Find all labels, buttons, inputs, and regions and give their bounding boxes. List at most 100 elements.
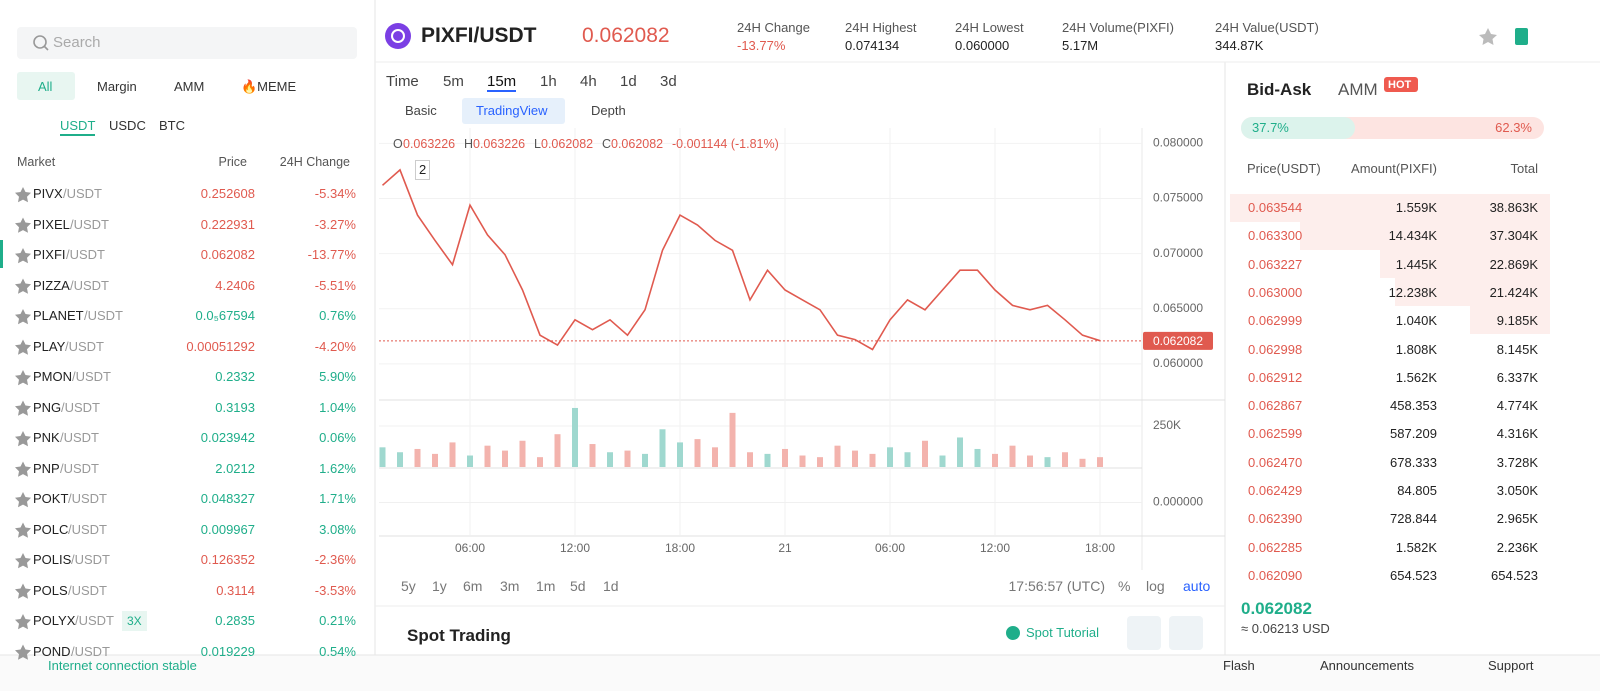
- favorite-star[interactable]: [15, 248, 31, 264]
- favorite-star[interactable]: [15, 431, 31, 447]
- market-base[interactable]: PNP: [33, 460, 60, 476]
- range-button[interactable]: 1y: [432, 578, 447, 594]
- market-base[interactable]: POLS: [33, 582, 68, 598]
- market-tab[interactable]: Margin: [97, 79, 137, 94]
- market-quote: /USDT: [63, 186, 102, 201]
- footer-link[interactable]: Support: [1488, 658, 1534, 673]
- ask-price[interactable]: 0.062285: [1248, 539, 1303, 555]
- pair-name[interactable]: PIXFI/USDT: [421, 24, 537, 47]
- market-change: -3.53%: [314, 582, 356, 598]
- market-base[interactable]: PIXFI: [33, 247, 66, 262]
- favorite-star[interactable]: [15, 583, 31, 599]
- favorite-star[interactable]: [15, 370, 31, 386]
- volume-bar: [449, 442, 456, 467]
- ask-price[interactable]: 0.062599: [1248, 426, 1303, 442]
- range-button[interactable]: 5d: [570, 578, 586, 594]
- range-button[interactable]: 6m: [463, 578, 483, 594]
- favorite-star[interactable]: [15, 309, 31, 325]
- range-button[interactable]: 5y: [401, 578, 416, 594]
- scale-option[interactable]: log: [1146, 578, 1165, 594]
- ask-price[interactable]: 0.063544: [1248, 200, 1303, 215]
- ask-price[interactable]: 0.063000: [1248, 284, 1303, 300]
- x-tick-label: 18:00: [665, 541, 695, 555]
- favorite-star[interactable]: [15, 187, 31, 203]
- market-base[interactable]: PIXEL: [33, 216, 70, 232]
- market-quote: /USDT: [68, 582, 107, 598]
- market-quote: /USDT: [70, 277, 109, 293]
- interval-button[interactable]: 3d: [660, 73, 677, 90]
- market-base[interactable]: POND: [33, 643, 71, 659]
- favorite-star[interactable]: [15, 461, 31, 477]
- orderbook-tab[interactable]: AMM: [1338, 80, 1378, 99]
- x-tick-label: 12:00: [560, 541, 590, 555]
- interval-button[interactable]: 1h: [540, 73, 557, 90]
- stat-label: 24H Value(USDT): [1215, 20, 1319, 35]
- interval-button[interactable]: 4h: [580, 73, 597, 90]
- market-base[interactable]: PMON: [33, 369, 72, 384]
- last-price-tag: [1143, 331, 1213, 350]
- scale-option[interactable]: auto: [1183, 578, 1211, 594]
- favorite-star[interactable]: [15, 553, 31, 569]
- market-change: 0.54%: [319, 643, 356, 659]
- market-base[interactable]: POLYX: [33, 613, 76, 628]
- market-tab[interactable]: 🔥MEME: [241, 79, 297, 94]
- market-base[interactable]: PLAY: [33, 338, 66, 354]
- ask-price[interactable]: 0.062429: [1248, 483, 1303, 498]
- ask-price[interactable]: 0.063300: [1248, 228, 1303, 244]
- ask-amount: 1.562K: [1395, 369, 1437, 385]
- favorite-star[interactable]: [15, 644, 31, 660]
- interval-button[interactable]: 15m: [487, 73, 517, 92]
- favorite-star[interactable]: [15, 522, 31, 538]
- range-button[interactable]: 3m: [500, 578, 520, 594]
- market-base[interactable]: PLANET: [33, 308, 84, 323]
- footer-link[interactable]: Announcements: [1320, 658, 1414, 673]
- market-price: 0.3114: [216, 582, 255, 598]
- favorite-star[interactable]: [15, 614, 31, 630]
- favorite-star[interactable]: [15, 278, 31, 294]
- favorite-star[interactable]: [15, 217, 31, 233]
- market-base[interactable]: PIZZA: [33, 277, 70, 293]
- market-base[interactable]: PIVX: [33, 186, 63, 201]
- market-base[interactable]: POLIS: [33, 552, 72, 567]
- ask-total: 4.316K: [1496, 426, 1538, 442]
- ask-price[interactable]: 0.062090: [1248, 567, 1303, 583]
- ask-price[interactable]: 0.062999: [1248, 313, 1303, 329]
- footer-link[interactable]: Flash: [1223, 658, 1255, 673]
- quote-tab[interactable]: USDC: [109, 118, 146, 133]
- ask-price[interactable]: 0.062867: [1248, 398, 1303, 414]
- ask-price[interactable]: 0.062390: [1248, 511, 1303, 527]
- orderbook-tab[interactable]: Bid-Ask: [1247, 80, 1312, 99]
- favorite-star[interactable]: [15, 400, 31, 416]
- market-base[interactable]: PNK: [33, 430, 60, 445]
- legend-badge[interactable]: 2: [415, 160, 431, 180]
- range-button[interactable]: 1d: [603, 578, 619, 594]
- market-tab[interactable]: AMM: [174, 79, 205, 94]
- x-tick-label: 12:00: [980, 541, 1010, 555]
- view-tab[interactable]: Basic: [405, 103, 437, 118]
- volume-bar: [939, 455, 946, 467]
- tutorial-link[interactable]: Spot Tutorial: [1026, 625, 1099, 640]
- range-button[interactable]: 1m: [536, 578, 556, 594]
- interval-button[interactable]: 5m: [443, 73, 464, 90]
- quote-tab[interactable]: BTC: [159, 118, 185, 133]
- market-quote: /USDT: [71, 552, 110, 567]
- view-tab[interactable]: Depth: [591, 103, 626, 118]
- favorite-star[interactable]: [15, 339, 31, 355]
- market-tab[interactable]: All: [38, 79, 53, 94]
- market-base[interactable]: PNG: [33, 399, 62, 415]
- interval-button[interactable]: Time: [386, 73, 419, 90]
- market-base[interactable]: POLC: [33, 521, 69, 537]
- search-input[interactable]: Search: [53, 34, 101, 51]
- interval-button[interactable]: 1d: [620, 73, 637, 90]
- ask-price[interactable]: 0.062912: [1248, 369, 1303, 385]
- ask-price[interactable]: 0.063227: [1248, 256, 1303, 272]
- market-price: 2.0212: [215, 460, 255, 476]
- market-base[interactable]: POKT: [33, 491, 69, 506]
- favorite-star[interactable]: [15, 492, 31, 508]
- quote-tab[interactable]: USDT: [60, 118, 96, 136]
- ask-price[interactable]: 0.062470: [1248, 454, 1303, 470]
- scale-option[interactable]: %: [1118, 578, 1131, 594]
- ask-total: 6.337K: [1496, 369, 1538, 385]
- view-tab[interactable]: TradingView: [476, 103, 548, 118]
- ask-price[interactable]: 0.062998: [1248, 341, 1303, 357]
